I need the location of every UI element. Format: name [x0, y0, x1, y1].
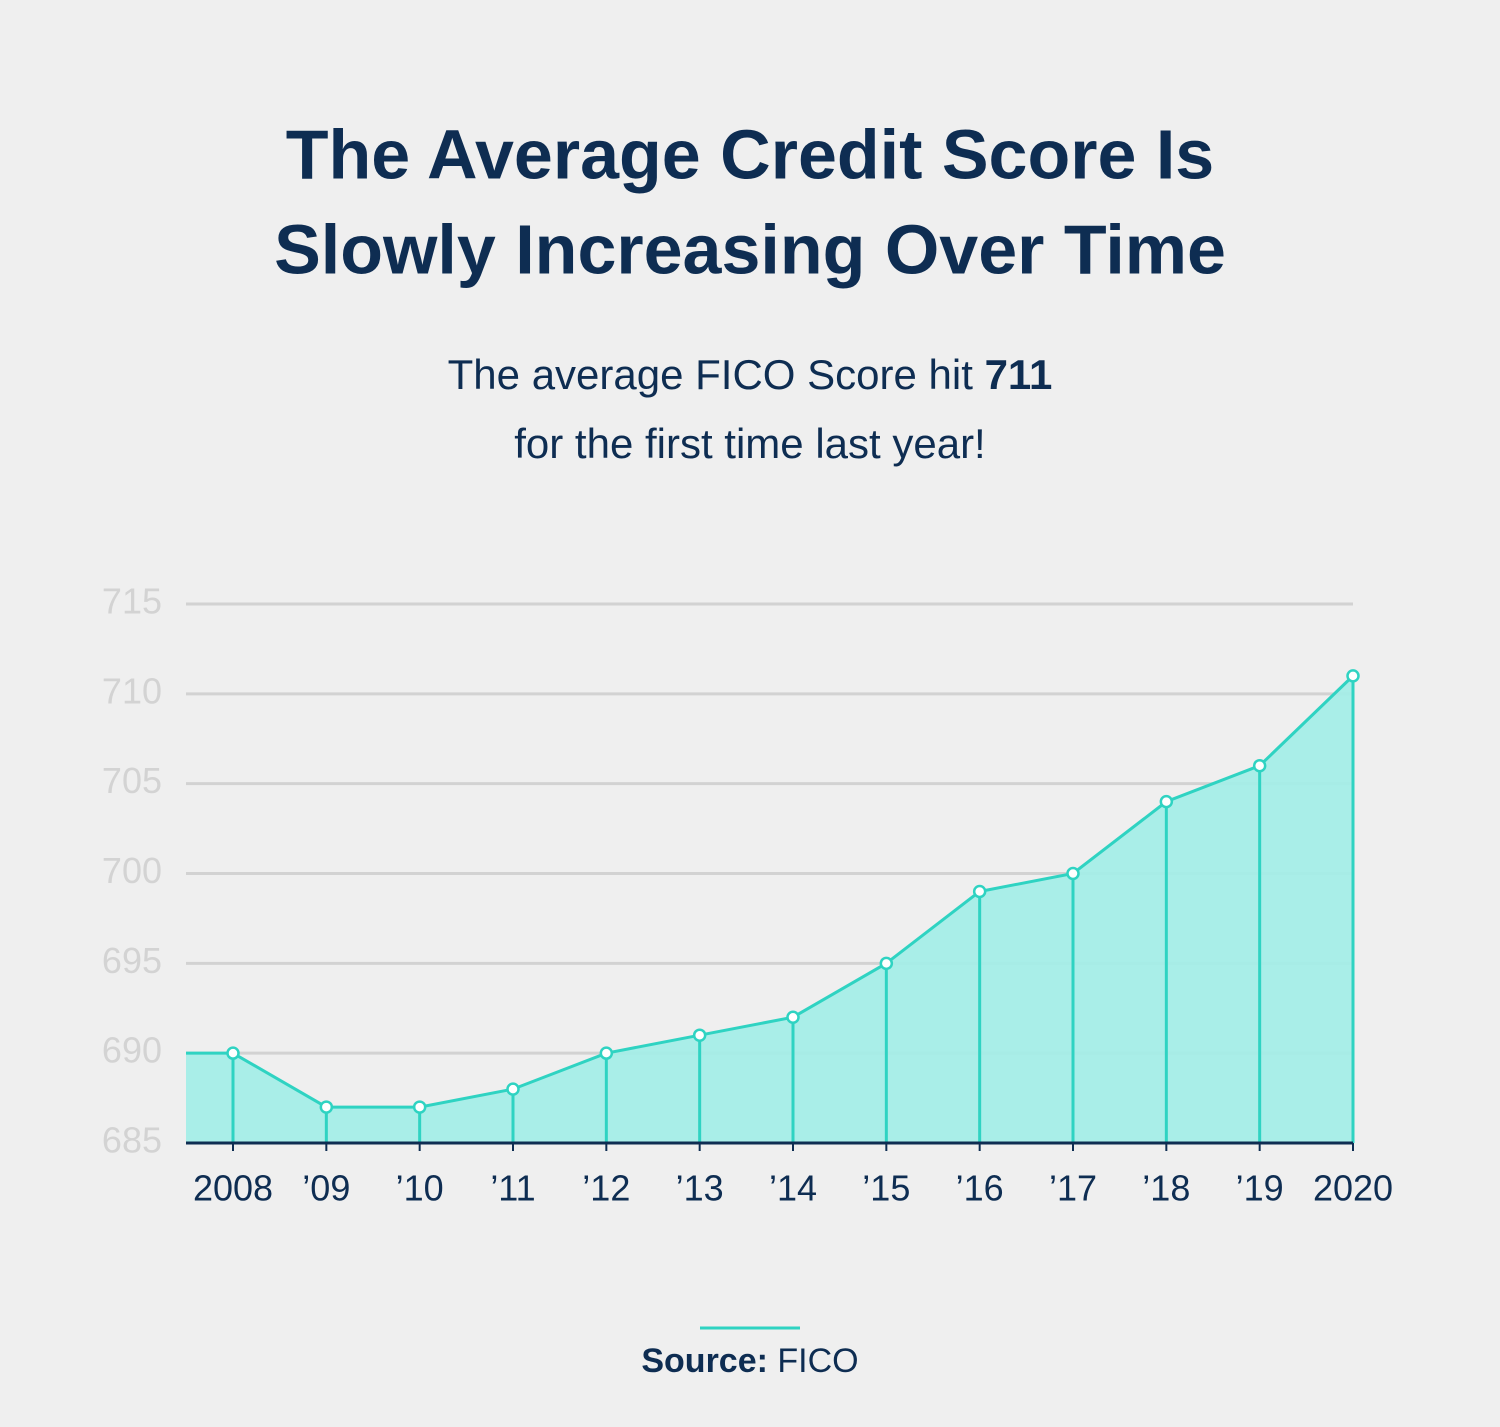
source: Source: FICO — [641, 1342, 858, 1380]
marker — [1159, 794, 1174, 809]
marker — [599, 1046, 614, 1060]
x-tick-label: ’15 — [862, 1168, 910, 1209]
y-tick-label: 705 — [102, 760, 162, 801]
y-tick-label: 700 — [102, 850, 162, 891]
x-tick-label: ’14 — [769, 1168, 817, 1209]
marker — [319, 1100, 334, 1114]
x-tick-label: ’17 — [1049, 1168, 1097, 1209]
marker — [692, 1028, 707, 1042]
subtitle: The average FICO Score hit 711 — [448, 351, 1053, 398]
marker — [1346, 669, 1360, 683]
area-lead — [186, 1053, 233, 1143]
x-tick-label: 2008 — [193, 1168, 273, 1209]
y-tick-label: 710 — [102, 670, 162, 711]
y-tick-label: 690 — [102, 1030, 162, 1071]
marker — [412, 1100, 427, 1114]
source-text: FICO — [777, 1342, 858, 1380]
marker — [1252, 758, 1267, 773]
y-tick-label: 685 — [102, 1120, 162, 1161]
marker — [506, 1082, 520, 1096]
x-tick-label: ’19 — [1236, 1168, 1284, 1209]
marker — [1066, 866, 1080, 881]
x-tick-label: ’18 — [1142, 1168, 1190, 1209]
x-tick-label: ’11 — [490, 1168, 535, 1209]
source-label: Source: — [641, 1342, 768, 1380]
subtitle-text: The average FICO Score hit — [448, 351, 974, 398]
subtitle-highlight: 711 — [985, 351, 1053, 398]
y-tick-label: 695 — [102, 940, 162, 981]
x-tick-label: ’09 — [302, 1168, 350, 1209]
x-tick-label: ’10 — [396, 1168, 444, 1209]
chart-title: The Average Credit Score Is — [286, 115, 1215, 193]
marker — [226, 1046, 240, 1060]
chart-title: Slowly Increasing Over Time — [274, 210, 1226, 288]
x-tick-label: 2020 — [1313, 1168, 1393, 1209]
x-tick-label: ’13 — [676, 1168, 724, 1209]
marker — [786, 1010, 800, 1024]
x-tick-label: ’12 — [582, 1168, 630, 1209]
x-tick-label: ’16 — [956, 1168, 1004, 1209]
marker — [879, 956, 894, 971]
marker — [972, 884, 987, 899]
y-tick-label: 715 — [102, 581, 162, 622]
subtitle: for the first time last year! — [514, 420, 985, 467]
